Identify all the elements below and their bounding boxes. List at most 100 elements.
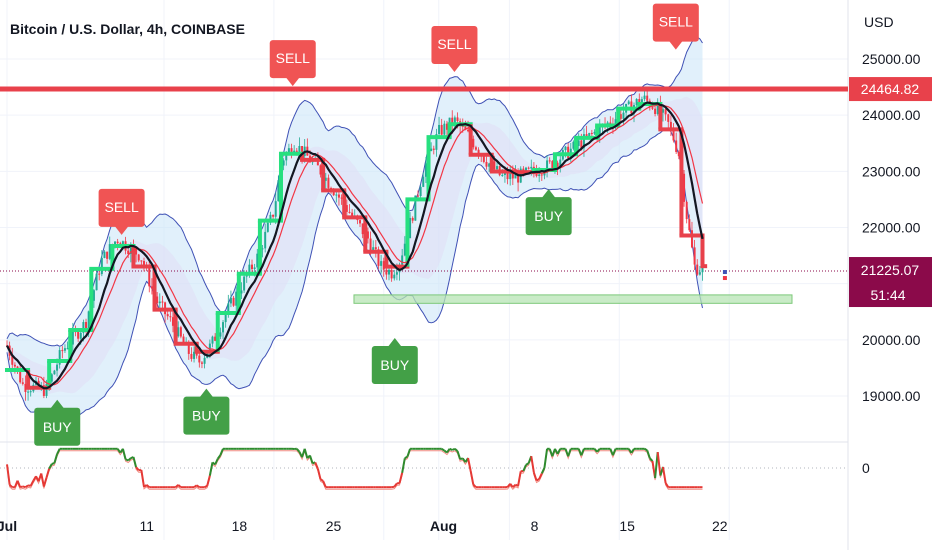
candle-body: [30, 391, 32, 392]
osc-segment: [450, 449, 453, 450]
sell-label-text: SELL: [437, 36, 471, 52]
signal-sell[interactable]: SELL: [270, 40, 316, 86]
candle-body: [565, 147, 567, 150]
candle-body: [646, 96, 648, 101]
candle: [180, 326, 182, 339]
y-tick-label: 22000.00: [862, 220, 921, 236]
candle-body: [159, 302, 161, 304]
candle-body: [375, 247, 377, 249]
candle-body: [27, 392, 29, 393]
candle-body: [528, 168, 530, 169]
candle-body: [691, 230, 693, 247]
y-tick-label: 23000.00: [862, 163, 921, 179]
osc-segment: [468, 458, 471, 471]
candle-body: [507, 173, 509, 179]
candle-body: [549, 160, 551, 161]
candle-body: [53, 371, 55, 375]
candle: [686, 201, 688, 224]
sell-label-text: SELL: [104, 199, 138, 215]
candle-body: [644, 96, 646, 100]
osc-segment: [215, 459, 218, 465]
candle-body: [230, 298, 232, 304]
candle-body: [433, 149, 435, 150]
x-tick-label: 18: [232, 518, 248, 534]
candle-body: [77, 331, 79, 338]
osc-segment: [20, 486, 23, 487]
buy-pointer: [542, 189, 556, 198]
osc-segment: [210, 462, 213, 475]
osc-segment: [52, 463, 55, 464]
candle-body: [370, 239, 372, 252]
candle-body: [401, 255, 403, 264]
osc-segment: [54, 454, 57, 463]
osc-segment: [315, 462, 318, 468]
signal-buy[interactable]: BUY: [526, 189, 572, 235]
candle-body: [103, 252, 105, 258]
candle-body: [388, 270, 390, 275]
y-tick-label: 25000.00: [862, 51, 921, 67]
osc-segment: [205, 486, 208, 487]
x-tick-label: 8: [531, 518, 539, 534]
candle-body: [335, 195, 337, 196]
candle-body: [665, 109, 667, 114]
candle-body: [204, 358, 206, 364]
candle-body: [654, 109, 656, 114]
osc-segment: [123, 449, 126, 459]
candle-body: [85, 322, 87, 328]
candle-body: [14, 365, 16, 367]
osc-segment: [581, 449, 584, 456]
osc-segment: [645, 449, 648, 451]
osc-segment: [318, 469, 321, 479]
candle-body: [106, 252, 108, 259]
candle-body: [161, 302, 163, 303]
x-tick-label: 11: [139, 518, 154, 534]
osc-segment: [141, 470, 144, 487]
candle-body: [696, 265, 698, 275]
candle-body: [254, 267, 256, 269]
x-tick-label: Aug: [430, 518, 457, 534]
osc-segment: [663, 467, 666, 483]
osc-segment: [321, 479, 324, 481]
candle-body: [243, 277, 245, 291]
osc-segment: [31, 481, 34, 486]
countdown-label: 51:44: [870, 287, 905, 303]
buy-pointer: [199, 389, 213, 398]
candle-body: [348, 212, 350, 213]
last-marker-red: [723, 276, 727, 280]
osc-signal-line: [7, 451, 703, 489]
osc-segment: [402, 458, 405, 473]
candle-body: [699, 272, 701, 274]
candle-body: [56, 365, 58, 371]
osc-segment: [49, 464, 52, 469]
buy-label-text: BUY: [192, 408, 221, 424]
candle-body: [233, 298, 235, 306]
signal-buy[interactable]: BUY: [183, 389, 229, 435]
osc-segment: [523, 465, 526, 471]
candle-body: [148, 267, 150, 286]
osc-segment: [207, 476, 210, 486]
candle-body: [190, 354, 192, 359]
osc-segment: [544, 449, 547, 468]
candle-body: [686, 202, 688, 219]
buy-label-text: BUY: [43, 419, 72, 435]
candle-body: [22, 382, 24, 384]
osc-segment: [323, 481, 326, 487]
candle-body: [443, 124, 445, 135]
osc-segment: [539, 473, 542, 479]
candle-body: [651, 107, 653, 109]
osc-segment: [442, 449, 445, 451]
osc-segment: [537, 479, 540, 481]
oscillator-pane: [0, 449, 848, 489]
osc-segment: [25, 485, 28, 487]
candle-body: [688, 219, 690, 230]
osc-segment: [534, 473, 537, 481]
support-zone: [354, 295, 792, 303]
osc-segment: [613, 449, 616, 455]
signal-buy[interactable]: BUY: [372, 338, 418, 384]
sell-pointer: [447, 63, 461, 72]
candle-body: [140, 260, 142, 261]
osc-segment: [526, 463, 529, 465]
candle-body: [222, 322, 224, 332]
